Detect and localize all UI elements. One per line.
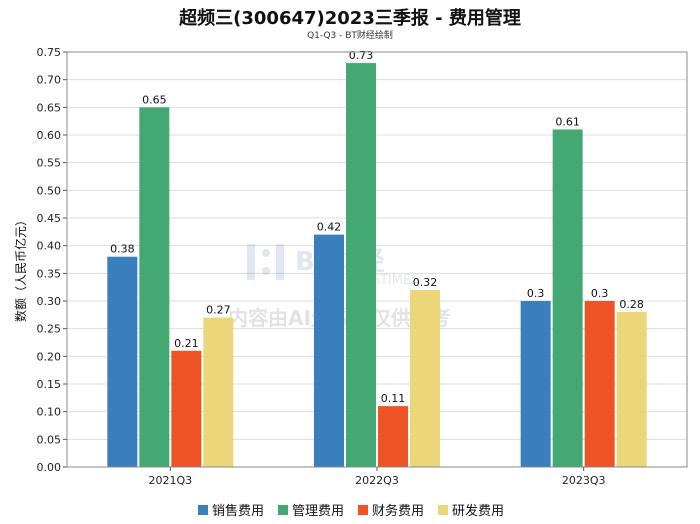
y-tick-label: 0.00 [37, 461, 62, 474]
y-tick-label: 0.05 [37, 433, 62, 446]
bar [314, 234, 344, 467]
legend-label: 管理费用 [292, 504, 344, 519]
bar [378, 406, 408, 467]
chart-title: 超频三(300647)2023三季报 - 费用管理 [179, 8, 521, 29]
bar [107, 256, 138, 467]
data-label: 0.32 [413, 276, 438, 289]
y-tick-label: 0.45 [37, 212, 62, 225]
chart-subtitle: Q1-Q3 - BT财经绘制 [307, 31, 393, 41]
data-label: 0.11 [381, 392, 406, 405]
watermark-logo-bar [247, 244, 255, 280]
y-tick-label: 0.25 [37, 323, 62, 336]
grid-layer [67, 51, 687, 468]
y-tick-label: 0.20 [37, 350, 62, 363]
bars-layer: 0.38 0.65 0.21 0.27 0.42 0.73 0.11 0.32 0.3 0.61 0… [107, 49, 647, 468]
bar [520, 301, 551, 467]
legend-label: 财务费用 [372, 503, 424, 519]
y-tick-label: 0.15 [37, 378, 62, 391]
y-tick-label: 0.30 [37, 295, 62, 308]
x-tick-label: 2022Q3 [355, 474, 399, 487]
bar [171, 350, 202, 467]
watermark-logo-dot [262, 249, 270, 257]
bar [346, 63, 376, 468]
legend-swatch [198, 505, 208, 515]
legend: 销售费用 管理费用 财务费用 研发费用 [198, 503, 504, 519]
legend-label: 销售费用 [212, 503, 264, 519]
y-tick-label: 0.50 [37, 184, 62, 197]
legend-label: 研发费用 [452, 503, 504, 519]
legend-swatch [438, 505, 448, 515]
data-label: 0.42 [317, 221, 342, 234]
x-tick-label: 2023Q3 [562, 474, 606, 487]
axes-layer: 0.00 0.05 0.10 0.15 0.20 0.25 0.30 0.35 0.40 0.45… [37, 46, 688, 487]
data-label: 0.38 [110, 243, 135, 256]
data-label: 0.73 [349, 49, 374, 62]
y-tick-label: 0.35 [37, 267, 62, 280]
bar [410, 289, 440, 467]
data-label: 0.65 [142, 93, 167, 106]
watermark-logo-dot [262, 267, 270, 275]
y-tick-label: 0.70 [37, 74, 62, 87]
y-tick-label: 0.65 [37, 101, 62, 114]
data-label: 0.21 [174, 337, 199, 350]
x-tick-label: 2021Q3 [149, 474, 193, 487]
legend-swatch [358, 505, 368, 515]
data-label: 0.3 [527, 287, 545, 300]
y-tick-label: 0.40 [37, 240, 62, 253]
bar [203, 317, 234, 467]
data-label: 0.3 [591, 287, 609, 300]
bar [139, 107, 170, 467]
plot-area [67, 52, 687, 467]
bar [616, 312, 647, 467]
legend-swatch [278, 505, 288, 515]
data-label: 0.61 [555, 115, 580, 128]
y-tick-label: 0.10 [37, 406, 62, 419]
bar [552, 129, 583, 467]
y-tick-label: 0.55 [37, 157, 62, 170]
bar [584, 301, 615, 467]
y-tick-label: 0.75 [37, 46, 62, 59]
y-tick-label: 0.60 [37, 129, 62, 142]
data-label: 0.28 [619, 298, 644, 311]
y-axis-label: 数额（人民币亿元） [13, 214, 28, 322]
watermark-logo-bar [276, 244, 284, 280]
data-label: 0.27 [206, 304, 231, 317]
